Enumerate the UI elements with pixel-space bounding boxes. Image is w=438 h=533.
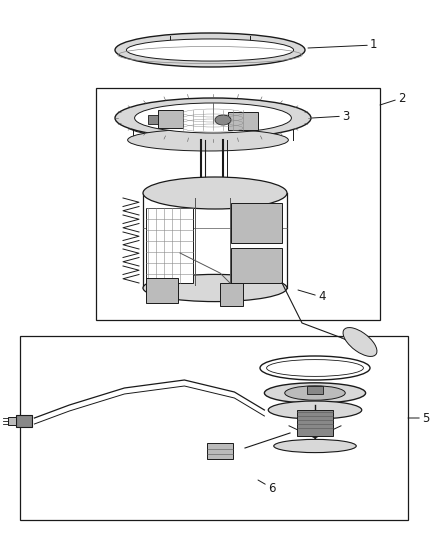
Bar [20,336,408,520]
Ellipse shape [143,177,287,209]
Text: 1: 1 [308,38,378,52]
Bar [231,248,282,283]
Ellipse shape [115,33,305,67]
Bar [228,112,258,130]
Ellipse shape [260,356,370,380]
Ellipse shape [274,439,356,453]
Ellipse shape [268,401,362,419]
Text: 3: 3 [312,109,350,123]
Bar [220,283,243,306]
Bar [16,415,32,427]
Ellipse shape [143,274,287,302]
Ellipse shape [127,114,288,138]
Bar [158,110,183,128]
Ellipse shape [265,383,366,403]
Ellipse shape [215,115,231,125]
Bar [146,278,178,303]
Text: 5: 5 [408,411,429,424]
Ellipse shape [343,328,377,357]
Ellipse shape [267,360,364,376]
Ellipse shape [127,129,288,151]
Ellipse shape [127,39,293,61]
Bar [231,203,282,243]
Bar [146,208,193,283]
Ellipse shape [134,103,291,133]
Text: 6: 6 [258,480,276,495]
Text: 4: 4 [298,290,325,303]
Bar [96,88,380,320]
Ellipse shape [115,98,311,138]
Bar [207,443,233,459]
Bar [307,386,323,394]
Bar [297,410,333,436]
Ellipse shape [285,386,345,400]
Bar [8,417,16,425]
Bar [148,115,158,124]
Text: 2: 2 [380,92,406,105]
